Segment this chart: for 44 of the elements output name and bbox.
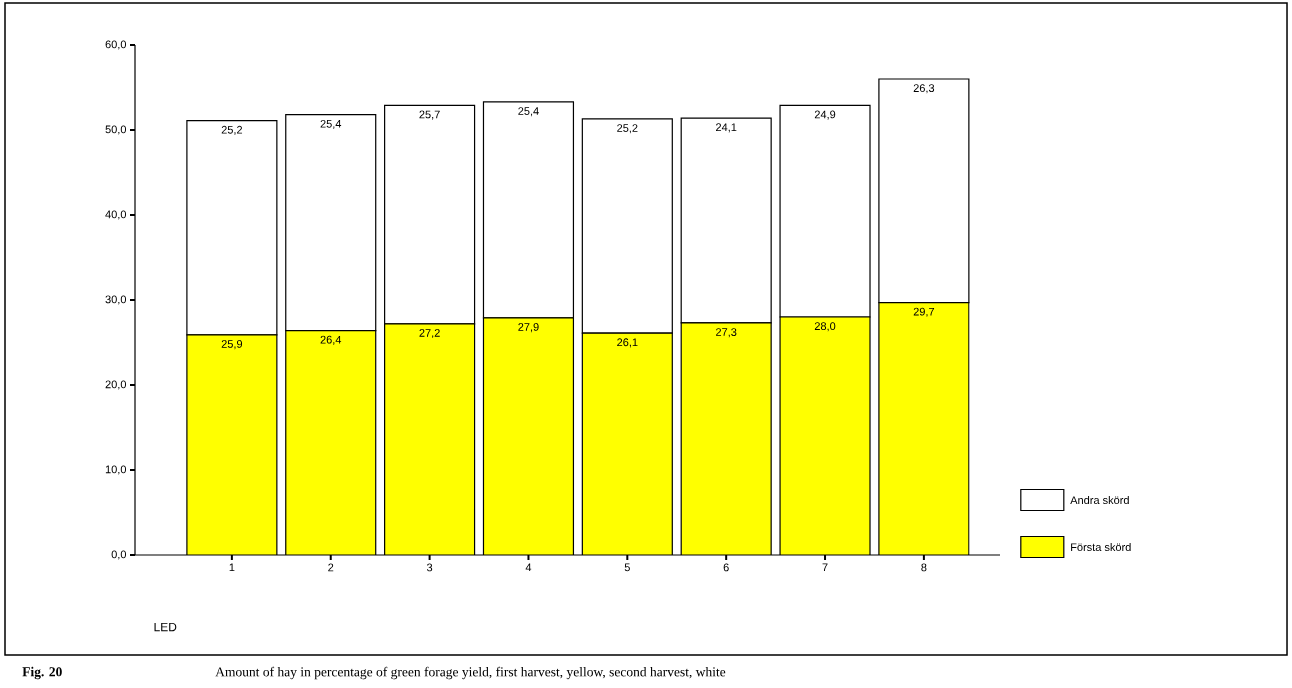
data-label: 29,7 xyxy=(913,307,935,317)
bar xyxy=(878,301,970,556)
x-tick-label: 3 xyxy=(426,563,433,572)
x-tick-label: 1 xyxy=(229,563,235,572)
data-label: 25,7 xyxy=(419,110,440,120)
caption: Fig. 20 xyxy=(22,666,62,680)
x-tick-label: 5 xyxy=(624,563,630,572)
data-label: 26,3 xyxy=(913,84,935,94)
data-label: 25,4 xyxy=(320,119,342,129)
y-tick-label: 10,0 xyxy=(105,465,127,475)
bar xyxy=(186,334,277,556)
x-tick-label: 7 xyxy=(822,563,828,572)
y-tick-label: 30,0 xyxy=(105,295,127,305)
y-tick-label: 40,0 xyxy=(105,210,127,220)
bar xyxy=(285,330,376,556)
data-label: 27,2 xyxy=(419,329,440,339)
y-tick-label: 20,0 xyxy=(105,380,127,390)
data-label: 25,4 xyxy=(518,107,539,117)
data-label: 26,4 xyxy=(320,335,342,345)
x-tick-label: 4 xyxy=(525,563,532,572)
data-label: 26,1 xyxy=(617,338,638,348)
bar xyxy=(384,323,475,556)
legend-label: Andra skörd xyxy=(1070,495,1129,505)
x-tick-label: 6 xyxy=(723,563,729,572)
bar xyxy=(780,317,871,556)
data-label: 27,3 xyxy=(716,328,737,338)
data-label: 25,2 xyxy=(221,125,243,135)
x-axis-title: LED xyxy=(154,622,177,632)
data-label: 27,9 xyxy=(518,323,539,333)
bar xyxy=(681,322,772,556)
bar xyxy=(483,317,574,556)
text: Amount of hay in percentage of green forage yield, first harvest, yellow, second harvest, white xyxy=(215,666,726,680)
data-label: 28,0 xyxy=(814,322,836,332)
data-label: 25,9 xyxy=(221,340,243,350)
legend-label: Första skörd xyxy=(1071,542,1131,552)
x-tick-label: 2 xyxy=(328,563,334,572)
y-tick-label: 0,0 xyxy=(111,550,127,560)
y-tick-label: 60,0 xyxy=(105,40,127,50)
data-label: 24,1 xyxy=(716,123,737,133)
data-label: 25,2 xyxy=(617,124,638,134)
x-tick-label: 8 xyxy=(921,563,927,572)
data-label: 24,9 xyxy=(814,110,836,120)
y-tick-label: 50,0 xyxy=(105,125,127,135)
bar xyxy=(582,333,673,556)
